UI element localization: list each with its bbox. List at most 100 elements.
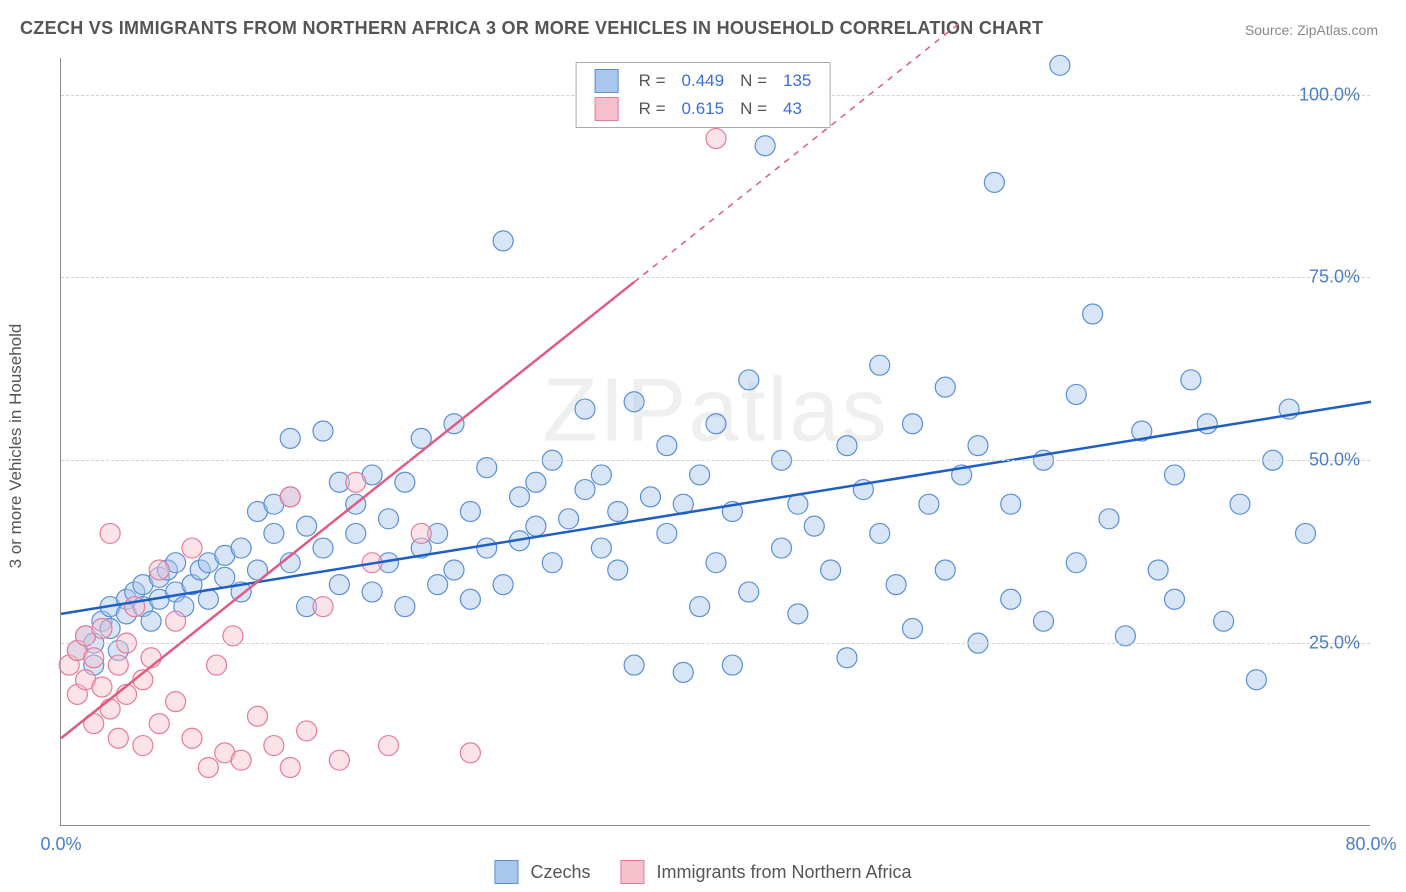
scatter-point [542, 553, 562, 573]
scatter-point [460, 743, 480, 763]
scatter-point [886, 575, 906, 595]
scatter-point [313, 421, 333, 441]
scatter-point [166, 611, 186, 631]
scatter-point [444, 560, 464, 580]
legend-swatch [620, 860, 644, 884]
scatter-point [870, 523, 890, 543]
scatter-point [821, 560, 841, 580]
scatter-point [362, 582, 382, 602]
legend-n-label: N = [732, 67, 775, 95]
scatter-point [108, 728, 128, 748]
scatter-point [460, 589, 480, 609]
scatter-point [1001, 589, 1021, 609]
scatter-point [559, 509, 579, 529]
scatter-point [1034, 611, 1054, 631]
chart-container: CZECH VS IMMIGRANTS FROM NORTHERN AFRICA… [0, 0, 1406, 892]
scatter-point [1165, 465, 1185, 485]
scatter-point [788, 494, 808, 514]
y-axis-title: 3 or more Vehicles in Household [6, 324, 26, 569]
scatter-point [297, 516, 317, 536]
scatter-point [149, 560, 169, 580]
gridline [61, 460, 1370, 461]
scatter-point [100, 699, 120, 719]
scatter-point [379, 509, 399, 529]
scatter-point [1066, 553, 1086, 573]
legend-item: Immigrants from Northern Africa [620, 860, 911, 884]
scatter-point [182, 728, 202, 748]
scatter-point [575, 399, 595, 419]
scatter-point [919, 494, 939, 514]
legend-n-value: 135 [775, 67, 819, 95]
y-tick-label: 100.0% [1299, 84, 1360, 105]
legend-label: Czechs [530, 862, 590, 883]
scatter-point [837, 648, 857, 668]
legend-r-label: R = [631, 67, 674, 95]
y-tick-label: 25.0% [1309, 633, 1360, 654]
scatter-point [493, 231, 513, 251]
scatter-point [706, 128, 726, 148]
scatter-point [1230, 494, 1250, 514]
scatter-point [706, 414, 726, 434]
scatter-point [706, 553, 726, 573]
scatter-point [231, 750, 251, 770]
scatter-point [264, 736, 284, 756]
scatter-point [1083, 304, 1103, 324]
scatter-point [690, 465, 710, 485]
legend-row: R =0.449N =135 [587, 67, 820, 95]
legend-r-label: R = [631, 95, 674, 123]
scatter-point [870, 355, 890, 375]
regression-line-extrapolated [634, 21, 962, 282]
scatter-point [1050, 55, 1070, 75]
scatter-point [411, 523, 431, 543]
legend-label: Immigrants from Northern Africa [656, 862, 911, 883]
scatter-point [166, 692, 186, 712]
scatter-point [231, 538, 251, 558]
scatter-point [198, 757, 218, 777]
y-tick-label: 75.0% [1309, 267, 1360, 288]
scatter-point [657, 523, 677, 543]
scatter-point [804, 516, 824, 536]
scatter-point [755, 136, 775, 156]
scatter-point [1296, 523, 1316, 543]
scatter-point [207, 655, 227, 675]
scatter-point [1181, 370, 1201, 390]
scatter-point [141, 648, 161, 668]
gridline [61, 277, 1370, 278]
legend-item: Czechs [494, 860, 590, 884]
scatter-point [1214, 611, 1234, 631]
legend-r-value: 0.615 [674, 95, 733, 123]
legend-swatch [494, 860, 518, 884]
scatter-svg [61, 58, 1370, 825]
scatter-point [608, 501, 628, 521]
scatter-point [280, 757, 300, 777]
scatter-point [624, 392, 644, 412]
scatter-point [526, 472, 546, 492]
scatter-point [673, 662, 693, 682]
scatter-point [329, 575, 349, 595]
x-tick-label: 80.0% [1345, 834, 1396, 855]
scatter-point [149, 714, 169, 734]
scatter-point [280, 428, 300, 448]
scatter-point [346, 523, 366, 543]
scatter-point [935, 560, 955, 580]
scatter-point [526, 516, 546, 536]
scatter-point [575, 480, 595, 500]
x-tick-label: 0.0% [40, 834, 81, 855]
scatter-point [313, 597, 333, 617]
scatter-point [722, 655, 742, 675]
scatter-point [108, 655, 128, 675]
legend-row: R =0.615N =43 [587, 95, 820, 123]
scatter-point [133, 736, 153, 756]
plot-area: ZIPatlas 25.0%50.0%75.0%100.0%0.0%80.0% [60, 58, 1370, 826]
scatter-point [772, 538, 792, 558]
scatter-point [739, 370, 759, 390]
scatter-point [510, 487, 530, 507]
scatter-point [837, 436, 857, 456]
series-legend: Czechs Immigrants from Northern Africa [494, 860, 911, 884]
scatter-point [1099, 509, 1119, 529]
scatter-point [395, 597, 415, 617]
scatter-point [248, 706, 268, 726]
source-label: Source: ZipAtlas.com [1245, 22, 1378, 38]
scatter-point [1197, 414, 1217, 434]
scatter-point [1246, 670, 1266, 690]
